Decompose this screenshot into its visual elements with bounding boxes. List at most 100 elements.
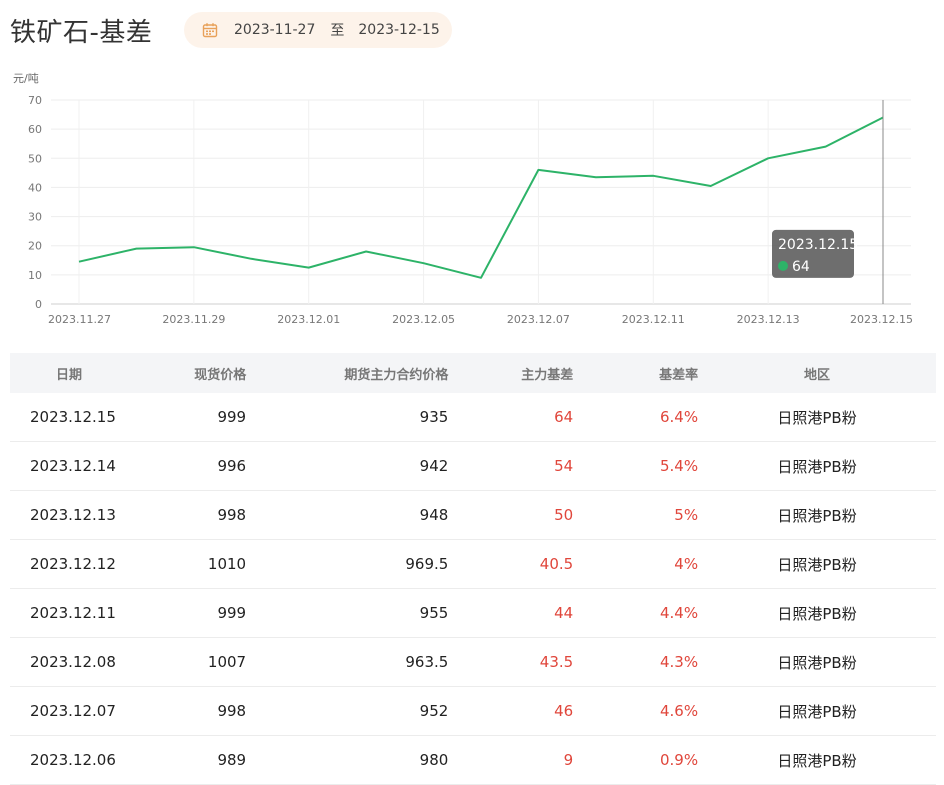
cell-spot-price: 989: [217, 751, 247, 769]
cell-basis-rate: 4.4%: [659, 604, 699, 622]
y-tick-label: 20: [28, 240, 42, 253]
header-spot-price: 现货价格: [194, 367, 247, 383]
cell-spot-price: 996: [217, 457, 247, 475]
date-range-picker[interactable]: 2023-11-27 至 2023-12-15: [184, 12, 452, 48]
y-tick-label: 30: [28, 211, 42, 224]
cell-region: 日照港PB粉: [777, 751, 857, 770]
data-point: [709, 184, 713, 188]
tooltip-series-dot: [778, 260, 788, 271]
cell-region: 日照港PB粉: [777, 702, 857, 721]
cell-date: 2023.12.11: [30, 604, 116, 622]
cell-futures-price: 948: [419, 506, 449, 524]
cell-basis: 44: [554, 604, 574, 622]
cell-basis: 64: [554, 408, 574, 426]
cell-basis: 50: [554, 506, 574, 524]
table-row: 2023.12.13 998 948 50 5% 日照港PB粉: [10, 491, 936, 540]
data-point: [766, 156, 770, 160]
x-tick-label: 2023.12.13: [737, 313, 800, 326]
tooltip-box: [772, 229, 854, 278]
y-tick-label: 50: [28, 152, 42, 165]
cell-futures-price: 969.5: [405, 555, 449, 573]
header-basis: 主力基差: [521, 367, 574, 383]
table-row: 2023.12.14 996 942 54 5.4% 日照港PB粉: [10, 442, 936, 491]
cell-region: 日照港PB粉: [777, 653, 857, 672]
cell-date: 2023.12.07: [30, 702, 116, 720]
y-tick-label: 70: [28, 94, 42, 107]
data-point: [249, 257, 253, 261]
date-separator: 至: [330, 23, 345, 39]
cell-basis: 9: [563, 751, 574, 769]
cell-basis-rate: 4.6%: [659, 702, 699, 720]
cell-region: 日照港PB粉: [777, 506, 857, 525]
tooltip-value: 64: [792, 259, 810, 275]
y-tick-label: 60: [28, 123, 42, 136]
basis-line-chart[interactable]: 元/吨 0 10 20 30 40 50 60 70 2023.11.27 2023.11.29 20…: [0, 66, 944, 328]
series-line: [78, 116, 884, 279]
cell-region: 日照港PB粉: [777, 408, 857, 427]
x-tick-label: 2023.12.01: [277, 313, 340, 326]
cell-spot-price: 998: [217, 506, 247, 524]
tooltip-date: 2023.12.15: [778, 237, 858, 253]
cell-date: 2023.12.08: [30, 653, 116, 671]
cell-futures-price: 955: [419, 604, 449, 622]
x-tick-label: 2023.11.27: [48, 313, 111, 326]
cell-futures-price: 980: [419, 751, 449, 769]
table-body: 2023.12.15 999 935 64 6.4% 日照港PB粉 2023.12.14 99…: [10, 393, 936, 785]
basis-table: 日期 现货价格 期货主力合约价格 主力基差 基差率 地区 2023.12.15 9…: [10, 353, 936, 785]
y-tick-label: 10: [28, 269, 42, 282]
x-tick-label: 2023.12.07: [507, 313, 570, 326]
cell-basis-rate: 4%: [674, 555, 699, 573]
header-futures-price: 期货主力合约价格: [344, 367, 449, 383]
cell-spot-price: 998: [217, 702, 247, 720]
cell-futures-price: 963.5: [405, 653, 449, 671]
table-row: 2023.12.11 999 955 44 4.4% 日照港PB粉: [10, 589, 936, 638]
cell-spot-price: 999: [217, 408, 247, 426]
cell-basis: 46: [554, 702, 574, 720]
cell-basis: 54: [554, 457, 574, 475]
x-tick-label: 2023.11.29: [162, 313, 225, 326]
calendar-icon: [202, 22, 218, 38]
y-axis-unit: 元/吨: [13, 72, 39, 85]
cell-futures-price: 942: [419, 457, 449, 475]
cell-spot-price: 999: [217, 604, 247, 622]
header-date: 日期: [56, 367, 83, 383]
date-end: 2023-12-15: [358, 22, 440, 38]
cell-region: 日照港PB粉: [777, 604, 857, 623]
x-tick-label: 2023.12.05: [392, 313, 455, 326]
table-header-row: 日期 现货价格 期货主力合约价格 主力基差 基差率 地区: [10, 353, 936, 393]
data-point: [536, 168, 540, 172]
data-point: [422, 261, 426, 265]
x-tick-label: 2023.12.15: [850, 313, 913, 326]
table-row: 2023.12.08 1007 963.5 43.5 4.3% 日照港PB粉: [10, 638, 936, 687]
table-row: 2023.12.06 989 980 9 0.9% 日照港PB粉: [10, 736, 936, 785]
cell-basis: 43.5: [539, 653, 574, 671]
data-point: [824, 145, 828, 149]
cell-date: 2023.12.15: [30, 408, 116, 426]
data-point: [594, 175, 598, 179]
header-region: 地区: [804, 367, 831, 383]
cell-date: 2023.12.13: [30, 506, 116, 524]
cell-date: 2023.12.12: [30, 555, 116, 573]
x-tick-label: 2023.12.11: [622, 313, 685, 326]
data-point: [134, 247, 138, 251]
cell-basis-rate: 5.4%: [659, 457, 699, 475]
data-point: [77, 260, 81, 264]
cell-spot-price: 1007: [207, 653, 247, 671]
data-point: [651, 174, 655, 178]
cell-region: 日照港PB粉: [777, 457, 857, 476]
cell-basis-rate: 4.3%: [659, 653, 699, 671]
cell-basis: 40.5: [539, 555, 574, 573]
cell-basis-rate: 0.9%: [659, 751, 699, 769]
page-title: 铁矿石-基差: [10, 18, 153, 48]
cell-spot-price: 1010: [207, 555, 247, 573]
data-point: [479, 276, 483, 280]
data-point: [192, 245, 196, 249]
cell-date: 2023.12.06: [30, 751, 116, 769]
header-basis-rate: 基差率: [659, 367, 699, 383]
data-point: [364, 250, 368, 254]
date-start: 2023-11-27: [234, 22, 316, 38]
cell-basis-rate: 6.4%: [659, 408, 699, 426]
y-tick-label: 0: [35, 298, 42, 311]
cell-basis-rate: 5%: [674, 506, 699, 524]
table-row: 2023.12.12 1010 969.5 40.5 4% 日照港PB粉: [10, 540, 936, 589]
